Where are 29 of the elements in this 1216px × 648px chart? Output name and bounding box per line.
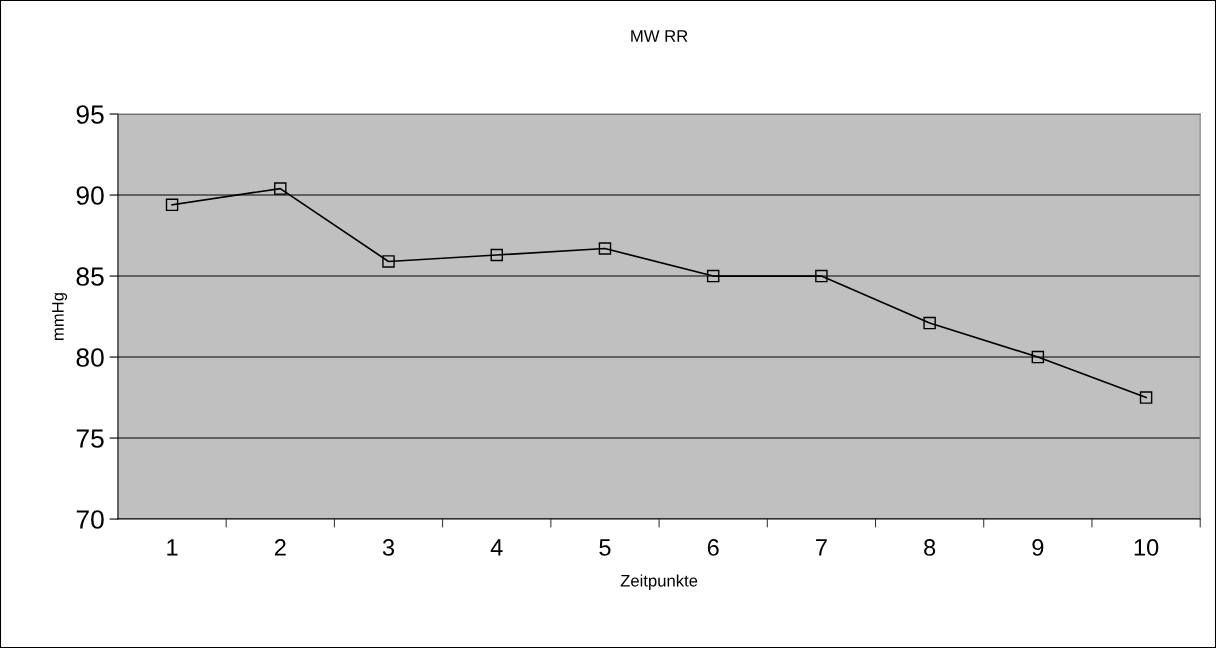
- point: [1031, 350, 1045, 364]
- x-tick-label: 5: [599, 539, 611, 556]
- x-tick-label: 1: [167, 539, 178, 556]
- point: [165, 198, 179, 212]
- x-tick-label: 3: [382, 539, 395, 556]
- x-tick-label: 9: [1032, 539, 1044, 556]
- y-tick-label: 70: [76, 510, 104, 529]
- y-tick-label: 75: [76, 429, 104, 448]
- point: [706, 269, 720, 283]
- point: [490, 248, 503, 262]
- y-tick-label: 95: [76, 105, 104, 124]
- point: [923, 316, 936, 330]
- point: [274, 182, 287, 195]
- point: [382, 255, 395, 268]
- y-axis-title: mmHg: [52, 293, 68, 340]
- y-tick-label: 80: [76, 348, 104, 367]
- x-tick-label: 10: [1134, 539, 1159, 556]
- x-axis-title: Zeitpunkte: [620, 574, 698, 590]
- x-tick-label: 7: [816, 539, 827, 556]
- x-tick-label: 4: [490, 539, 503, 556]
- x-tick-label: 6: [707, 539, 719, 556]
- chart-title: MW RR: [631, 30, 688, 42]
- y-tick-label: 85: [76, 267, 104, 286]
- point: [815, 269, 828, 283]
- point: [598, 242, 612, 255]
- x-tick-label: 8: [924, 539, 936, 556]
- y-tick-label: 90: [76, 186, 104, 205]
- point: [1139, 391, 1153, 404]
- x-tick-label: 2: [274, 539, 286, 556]
